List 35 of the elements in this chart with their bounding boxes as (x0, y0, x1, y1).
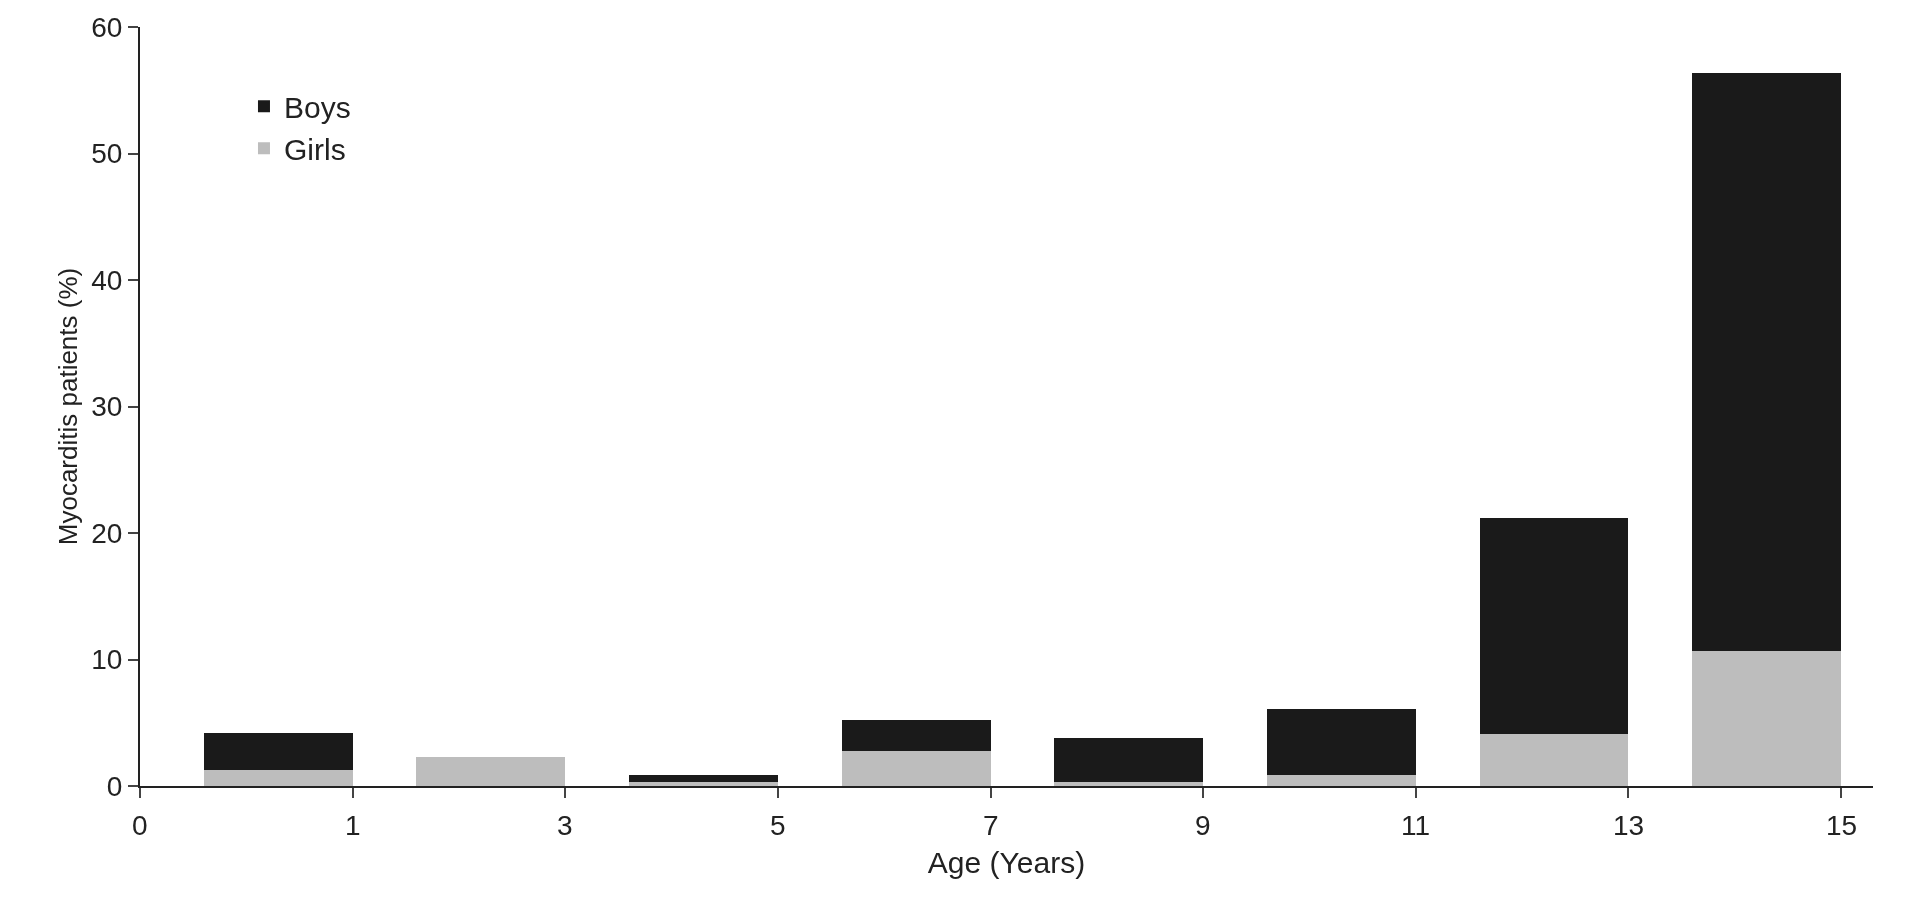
bar (203, 769, 353, 786)
text: 15 (1826, 810, 1858, 841)
legend-label: Girls (283, 132, 346, 166)
bar (1266, 774, 1416, 786)
bar (416, 756, 566, 786)
text: 1 (345, 810, 361, 841)
bar (1054, 782, 1204, 786)
y-axis-title: Myocarditis patients (%) (53, 267, 83, 546)
text: 13 (1613, 810, 1645, 841)
bar (629, 774, 778, 783)
y-tick-label: 0 (106, 770, 123, 802)
bar (1692, 650, 1842, 786)
x-axis-title: Age (Years) (927, 846, 1086, 880)
text: 7 (983, 810, 999, 841)
bar (1479, 517, 1629, 735)
y-tick-label: 60 (91, 11, 123, 43)
y-tick-label: 50 (91, 138, 123, 170)
text: 9 (1195, 810, 1211, 841)
legend-label: Boys (283, 90, 351, 124)
bar (1054, 737, 1204, 783)
bar (1692, 72, 1842, 651)
y-tick-label: 20 (91, 517, 123, 549)
bar (203, 732, 353, 770)
y-tick-label: 30 (91, 391, 123, 423)
text: 3 (557, 810, 573, 841)
text: 5 (770, 810, 786, 841)
text: 11 (1401, 810, 1431, 841)
text: 0 (132, 810, 148, 841)
bar (841, 750, 991, 786)
bar (1479, 734, 1629, 786)
bar (1266, 708, 1416, 775)
y-tick-label: 40 (91, 264, 123, 296)
bar (841, 720, 991, 751)
bar (629, 782, 778, 786)
y-tick-label: 10 (91, 644, 123, 676)
